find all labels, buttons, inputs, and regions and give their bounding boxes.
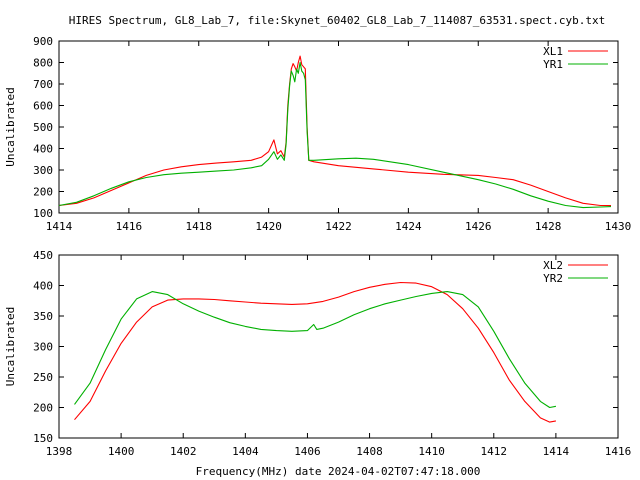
x-tick-label: 1416 [605, 445, 632, 458]
x-tick-label: 1430 [605, 220, 632, 233]
x-tick-label: 1426 [465, 220, 492, 233]
x-tick-label: 1410 [418, 445, 445, 458]
panel-top: 1414 1416 1418 1420 1422 1424 1426 1428 1430 100 2… [4, 35, 631, 233]
y-tick-label: 800 [33, 57, 53, 70]
y-tick-label: 300 [33, 341, 53, 354]
y-tick-label: 200 [33, 186, 53, 199]
y-tick-label: 600 [33, 100, 53, 113]
series-line-yr1 [58, 61, 612, 209]
y-tick-label: 500 [33, 121, 53, 134]
series-line-xl1 [58, 55, 611, 207]
panel-bottom: 1398 1400 1402 1404 1406 1408 1410 1412 1414 1416… [4, 249, 631, 458]
x-tick-label: 1398 [46, 445, 73, 458]
y-tick-label: 900 [33, 35, 53, 48]
chart-title: HIRES Spectrum, GL8_Lab_7, file:Skynet_6… [69, 14, 605, 27]
x-tick-label: 1420 [255, 220, 282, 233]
x-tick-label: 1408 [356, 445, 383, 458]
x-tick-label: 1400 [108, 445, 135, 458]
y-tick-label: 400 [33, 143, 53, 156]
x-tick-label: 1404 [232, 445, 259, 458]
x-tick-label: 1412 [481, 445, 508, 458]
series-line-yr2 [74, 291, 557, 409]
y-tick-label: 350 [33, 310, 53, 323]
x-tick-label: 1414 [543, 445, 570, 458]
plot-frame [58, 40, 619, 214]
legend-label: YR2 [543, 272, 563, 285]
x-tick-label: 1418 [186, 220, 213, 233]
y-axis-label: Uncalibrated [4, 307, 17, 386]
x-tick-label: 1424 [395, 220, 422, 233]
series-line-xl2 [74, 281, 557, 423]
x-tick-label: 1414 [46, 220, 73, 233]
x-tick-label: 1416 [116, 220, 143, 233]
x-axis-label: Frequency(MHz) date 2024-04-02T07:47:18.… [196, 465, 481, 478]
x-tick-label: 1406 [294, 445, 321, 458]
x-tick-label: 1422 [325, 220, 352, 233]
y-axis-label: Uncalibrated [4, 87, 17, 166]
legend-label: YR1 [543, 58, 563, 71]
x-tick-label: 1428 [535, 220, 562, 233]
legend-label: XL2 [543, 259, 563, 272]
y-tick-label: 700 [33, 78, 53, 91]
y-tick-label: 150 [33, 432, 53, 445]
y-tick-label: 300 [33, 164, 53, 177]
y-tick-label: 100 [33, 207, 53, 220]
legend-label: XL1 [543, 45, 563, 58]
y-tick-label: 250 [33, 371, 53, 384]
y-tick-label: 200 [33, 402, 53, 415]
x-tick-label: 1402 [170, 445, 197, 458]
y-tick-label: 400 [33, 280, 53, 293]
y-tick-label: 450 [33, 249, 53, 262]
